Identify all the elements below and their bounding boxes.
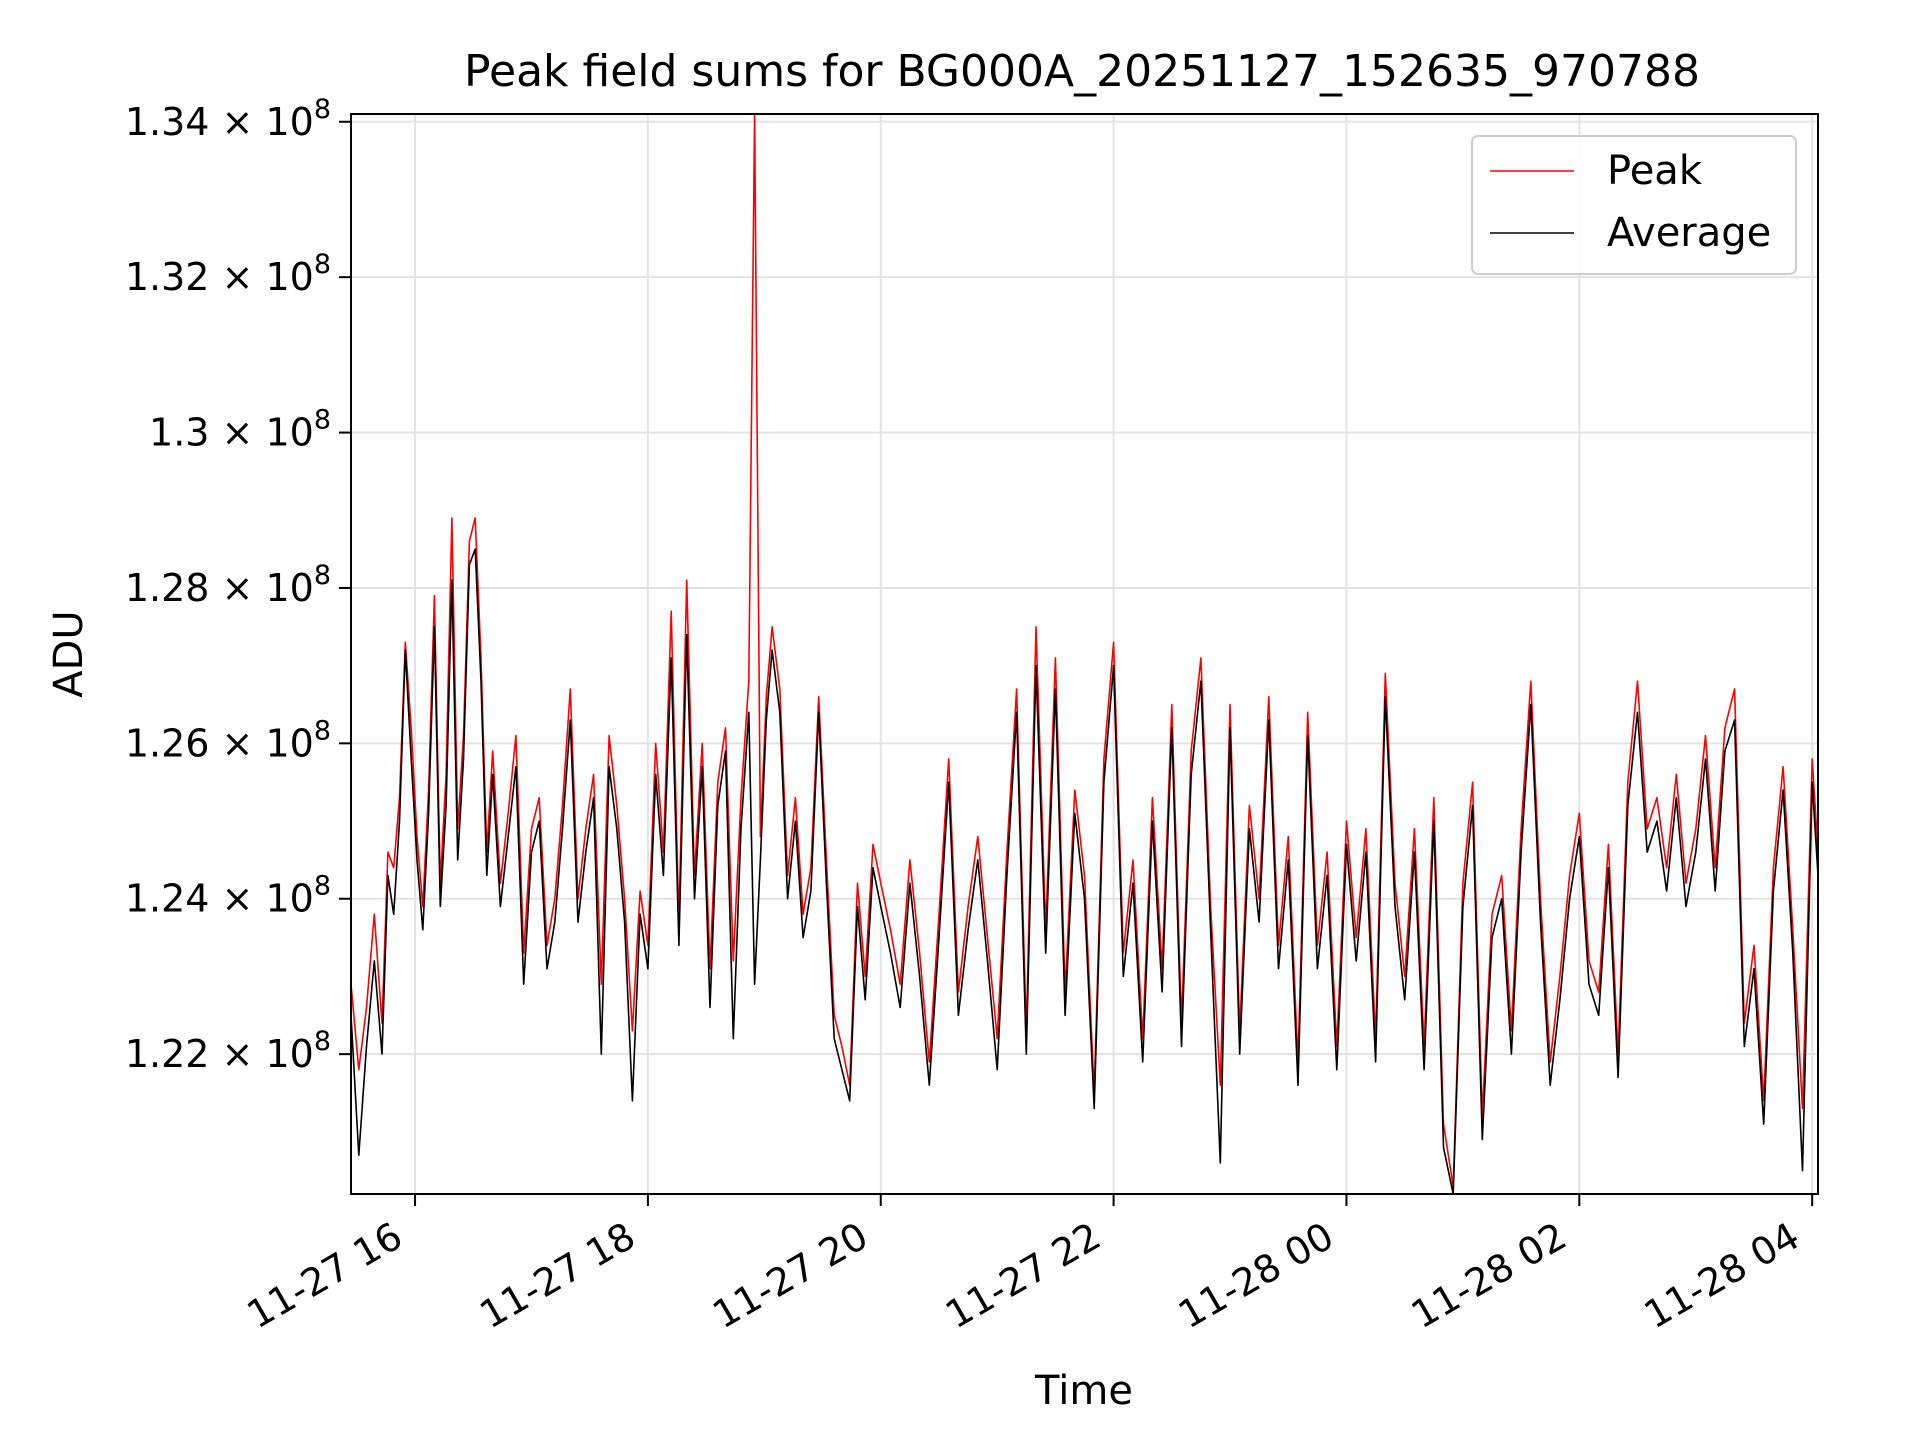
legend-label-peak: Peak bbox=[1607, 148, 1703, 194]
grid bbox=[351, 114, 1818, 1194]
y-tick-label: 1.24 × 108 bbox=[125, 871, 331, 921]
plot-frame bbox=[350, 113, 1819, 1195]
y-tick-label: 1.34 × 108 bbox=[125, 94, 331, 144]
series-lines bbox=[350, 113, 1819, 1195]
series-line-peak bbox=[350, 113, 1819, 1187]
y-tick-label: 1.26 × 108 bbox=[125, 715, 331, 765]
x-axis-label: Time bbox=[1034, 1368, 1133, 1414]
y-tick-label: 1.28 × 108 bbox=[125, 560, 331, 610]
series-line-average bbox=[350, 548, 1819, 1195]
y-axis: 1.22 × 108 1.24 × 108 1.26 × 108 1.28 × 108… bbox=[125, 94, 351, 1076]
y-tick-label: 1.32 × 108 bbox=[125, 249, 331, 299]
legend-label-average: Average bbox=[1607, 210, 1771, 256]
y-axis-label: ADU bbox=[46, 610, 92, 697]
legend: Peak Average bbox=[1471, 135, 1797, 275]
y-tick-label: 1.3 × 108 bbox=[149, 405, 331, 455]
chart-title: Peak field sums for BG000A_20251127_1526… bbox=[464, 46, 1700, 97]
y-tick-label: 1.22 × 108 bbox=[125, 1026, 331, 1076]
